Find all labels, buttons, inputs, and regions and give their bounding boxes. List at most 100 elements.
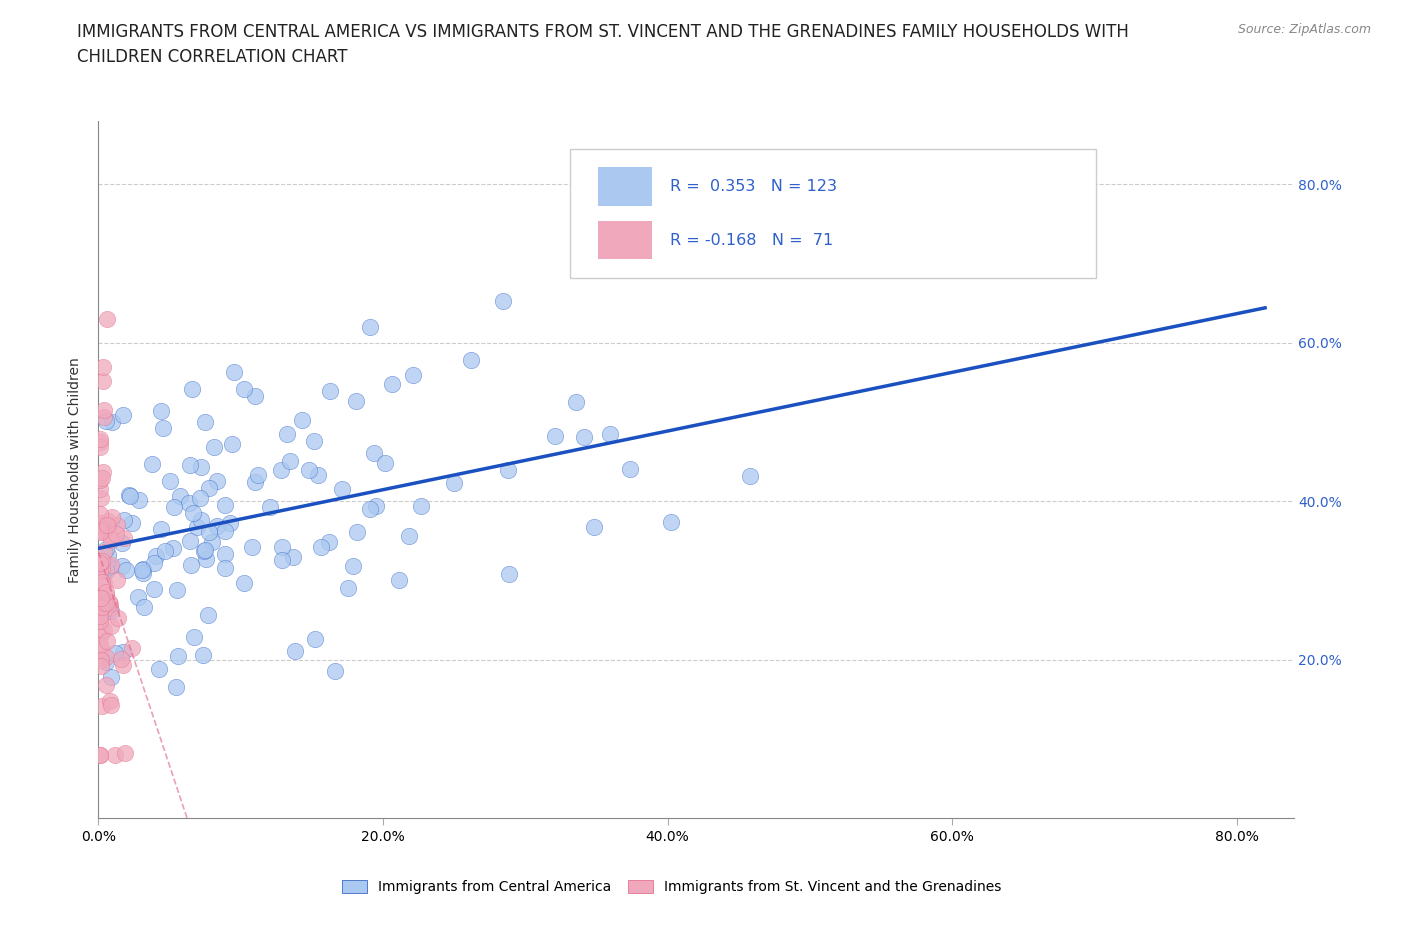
Point — [169, 488, 191, 503]
Text: IMMIGRANTS FROM CENTRAL AMERICA VS IMMIGRANTS FROM ST. VINCENT AND THE GRENADINE: IMMIGRANTS FROM CENTRAL AMERICA VS IMMIG… — [77, 23, 1129, 41]
Point — [150, 522, 173, 537]
Point — [96, 587, 118, 602]
Point — [214, 561, 236, 576]
Point — [281, 550, 304, 565]
Point — [90, 642, 112, 657]
Point — [100, 604, 122, 618]
Point — [302, 434, 325, 449]
Point — [582, 519, 605, 534]
Point — [363, 445, 385, 460]
Point — [97, 513, 120, 528]
Point — [190, 459, 212, 474]
Point — [89, 613, 111, 628]
Point — [91, 698, 114, 713]
Point — [89, 432, 111, 446]
Point — [114, 746, 136, 761]
Point — [141, 456, 163, 471]
Point — [201, 535, 224, 550]
FancyBboxPatch shape — [598, 167, 652, 206]
Point — [93, 591, 115, 606]
Point — [134, 599, 156, 614]
Point — [100, 601, 122, 616]
Point — [98, 560, 121, 575]
Point — [91, 374, 114, 389]
Point — [121, 641, 143, 656]
Point — [224, 365, 246, 379]
Point — [120, 488, 142, 503]
Point — [366, 498, 388, 513]
Point — [219, 515, 242, 530]
Point — [197, 607, 219, 622]
Point — [197, 525, 219, 539]
Point — [114, 563, 136, 578]
Point — [193, 543, 215, 558]
Point — [90, 491, 112, 506]
Point — [132, 562, 155, 577]
Point — [94, 649, 117, 664]
Point — [89, 525, 111, 539]
Point — [89, 604, 111, 618]
Text: CHILDREN CORRELATION CHART: CHILDREN CORRELATION CHART — [77, 48, 347, 66]
Point — [94, 564, 117, 578]
Point — [128, 493, 150, 508]
Point — [96, 633, 118, 648]
FancyBboxPatch shape — [571, 149, 1097, 278]
Point — [89, 439, 111, 454]
Point — [93, 544, 115, 559]
Point — [496, 462, 519, 477]
Point — [105, 573, 128, 588]
Point — [498, 566, 520, 581]
Point — [89, 748, 111, 763]
Point — [205, 473, 228, 488]
Point — [318, 535, 340, 550]
Point — [165, 680, 187, 695]
Point — [205, 518, 228, 533]
Point — [93, 403, 115, 418]
Point — [599, 427, 621, 442]
Point — [89, 515, 111, 530]
Point — [309, 539, 332, 554]
Point — [214, 547, 236, 562]
Point — [111, 559, 134, 574]
Point — [148, 662, 170, 677]
Point — [183, 630, 205, 644]
Point — [565, 395, 588, 410]
Point — [276, 426, 298, 441]
Point — [291, 413, 314, 428]
Point — [100, 670, 122, 684]
Point — [247, 468, 270, 483]
Point — [98, 597, 121, 612]
Point — [332, 481, 354, 496]
Point — [91, 525, 114, 539]
Point — [159, 473, 181, 488]
Point — [96, 312, 118, 326]
Point — [94, 654, 117, 669]
Point — [111, 645, 134, 660]
Point — [93, 576, 115, 591]
Point — [221, 437, 243, 452]
Point — [359, 319, 381, 334]
Point — [89, 748, 111, 763]
Point — [344, 393, 367, 408]
Point — [93, 409, 115, 424]
Point — [155, 543, 177, 558]
Point — [90, 562, 112, 577]
Point — [94, 678, 117, 693]
Point — [101, 414, 124, 429]
Point — [243, 474, 266, 489]
Point — [181, 381, 204, 396]
Point — [89, 555, 111, 570]
Point — [202, 439, 225, 454]
Point — [214, 524, 236, 538]
Point — [304, 631, 326, 646]
Point — [188, 491, 211, 506]
Point — [131, 563, 153, 578]
Y-axis label: Family Households with Children: Family Households with Children — [69, 357, 83, 582]
Point — [90, 659, 112, 674]
Point — [346, 525, 368, 539]
Point — [112, 531, 135, 546]
Point — [152, 421, 174, 436]
Point — [193, 647, 215, 662]
Point — [460, 353, 482, 368]
FancyBboxPatch shape — [598, 221, 652, 259]
